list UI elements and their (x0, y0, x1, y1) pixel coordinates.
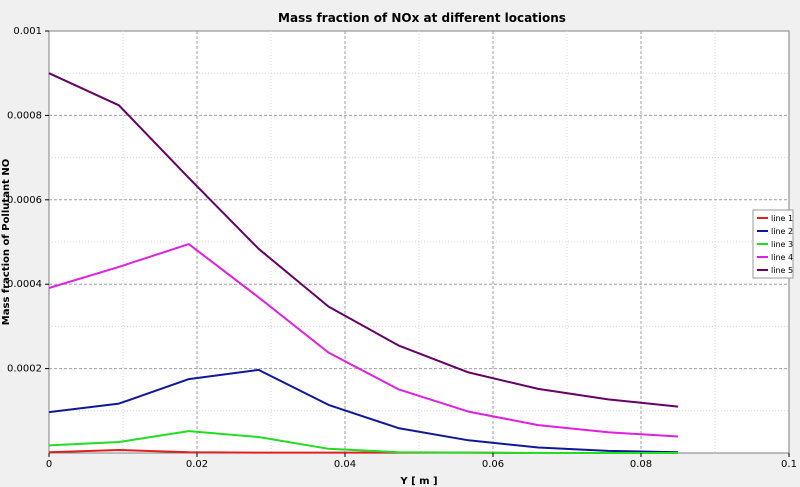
legend-label: line 4 (771, 253, 793, 262)
legend-label: line 5 (771, 266, 793, 275)
y-tick-label: 0.0004 (7, 279, 42, 290)
x-tick-label: 0.06 (482, 459, 504, 470)
series-lines (48, 72, 679, 454)
y-axis-label: Mass fraction of Pollutant NO (1, 159, 12, 325)
x-tick-label: 0.1 (781, 459, 797, 470)
x-tick-label: 0.08 (630, 459, 652, 470)
series-line-line-5 (48, 72, 679, 408)
x-tick-label: 0 (46, 459, 52, 470)
series-line-line-3 (48, 430, 678, 454)
y-tick-label: 0.0002 (7, 364, 42, 375)
series-line-line-2 (48, 368, 679, 454)
y-tick-label: 0.001 (13, 26, 42, 37)
legend-box (752, 209, 794, 279)
y-axis-ticks: 0.0002 0.0004 0.0006 0.0008 0.001 (7, 26, 49, 375)
chart-title: Mass fraction of NOx at different locati… (278, 11, 566, 25)
y-tick-label: 0.0008 (7, 110, 42, 121)
y-tick-label: 0.0006 (7, 195, 42, 206)
x-axis-label: Y [ m ] (399, 476, 437, 487)
series-line-line-4 (48, 243, 679, 438)
legend-label: line 3 (771, 240, 793, 249)
legend-label: line 1 (771, 214, 793, 223)
grid (49, 31, 789, 453)
x-tick-label: 0.04 (334, 459, 356, 470)
legend-label: line 2 (771, 227, 793, 236)
x-axis-ticks: 0 0.02 0.04 0.06 0.08 0.1 (46, 453, 797, 470)
x-tick-label: 0.02 (186, 459, 208, 470)
legend: line 1 line 2 line 3 line 4 line 5 (752, 209, 794, 279)
